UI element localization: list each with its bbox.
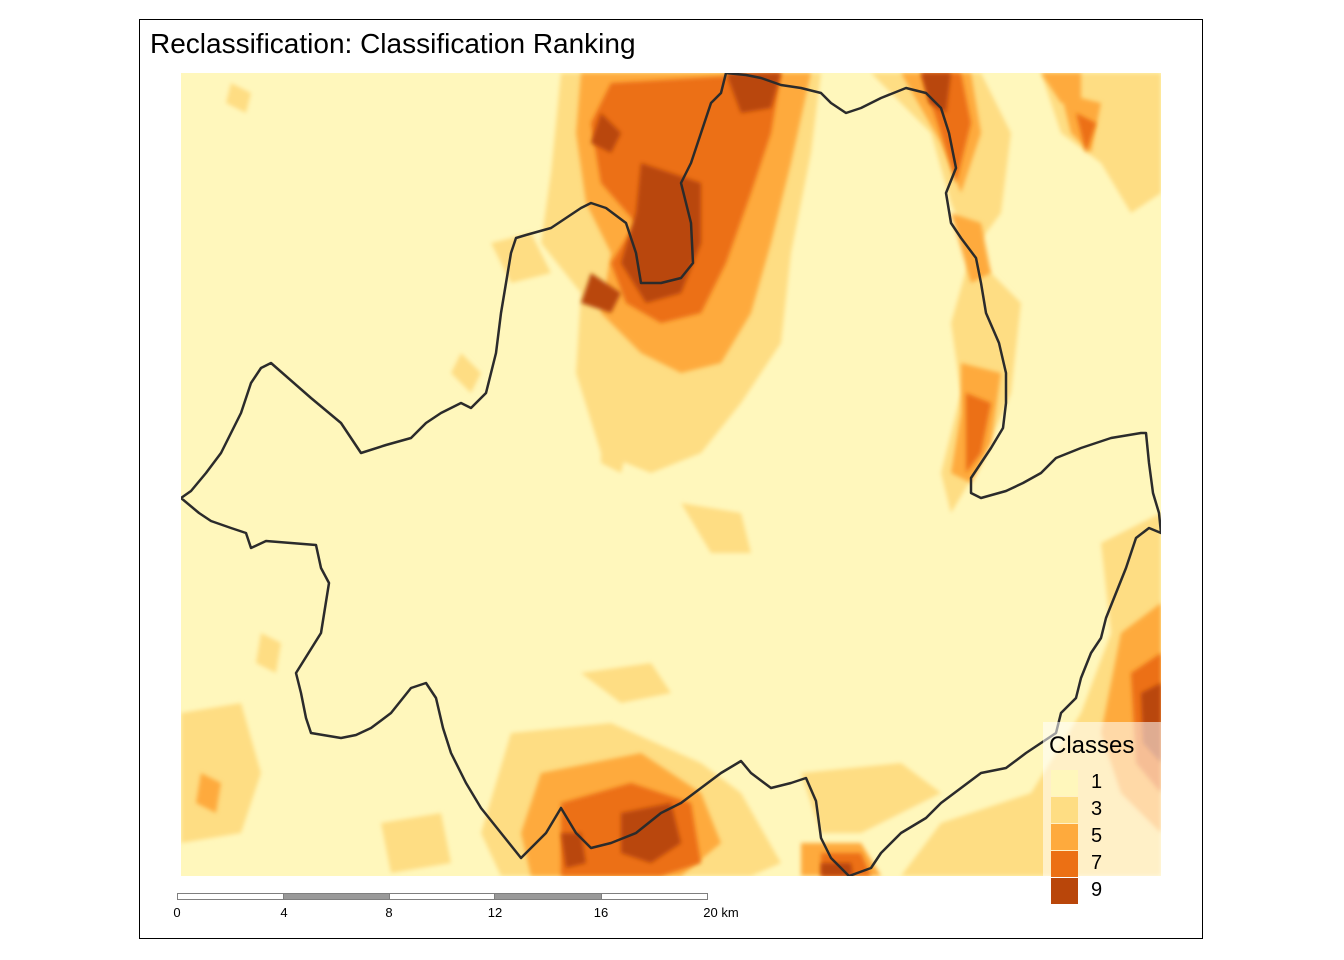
legend-item-class-3: 3 xyxy=(1051,797,1161,823)
legend-item-label: 7 xyxy=(1091,852,1103,874)
scale-segment xyxy=(601,893,708,900)
scale-segment xyxy=(494,893,602,900)
map-title: Reclassification: Classification Ranking xyxy=(150,28,636,59)
scale-tick-label: 4 xyxy=(280,905,288,920)
legend-item-class-7: 7 xyxy=(1051,851,1161,877)
legend-swatch xyxy=(1051,878,1078,904)
scale-tick-label: 12 xyxy=(487,905,503,920)
scale-bar: 0 4 8 12 16 20 km xyxy=(172,890,752,930)
scale-tick-label: 8 xyxy=(385,905,393,920)
legend-swatch xyxy=(1051,797,1078,823)
scale-segment xyxy=(283,893,390,900)
scale-tick-label: 0 xyxy=(173,905,181,920)
legend-item-class-1: 1 xyxy=(1051,770,1161,796)
legend-item-label: 1 xyxy=(1091,771,1103,793)
scale-tick-label: 16 xyxy=(593,905,609,920)
scale-tick-label: 20 km xyxy=(703,905,739,920)
legend-item-class-5: 5 xyxy=(1051,824,1161,850)
raster-class-9 xyxy=(561,73,1161,876)
legend-item-label: 3 xyxy=(1091,798,1103,820)
scale-segment xyxy=(389,893,496,900)
legend: Classes 1 3 5 7 9 xyxy=(1043,722,1161,912)
seoul-boundary xyxy=(181,73,1161,876)
legend-swatch xyxy=(1051,851,1078,877)
raster-map xyxy=(181,73,1161,876)
legend-title: Classes xyxy=(1049,732,1135,759)
legend-swatch xyxy=(1051,824,1078,850)
legend-item-label: 9 xyxy=(1091,879,1103,901)
scale-segment xyxy=(177,893,284,900)
map-panel[interactable] xyxy=(181,73,1161,876)
legend-item-label: 5 xyxy=(1091,825,1103,847)
legend-swatch xyxy=(1051,770,1078,796)
legend-item-class-9: 9 xyxy=(1051,878,1161,904)
